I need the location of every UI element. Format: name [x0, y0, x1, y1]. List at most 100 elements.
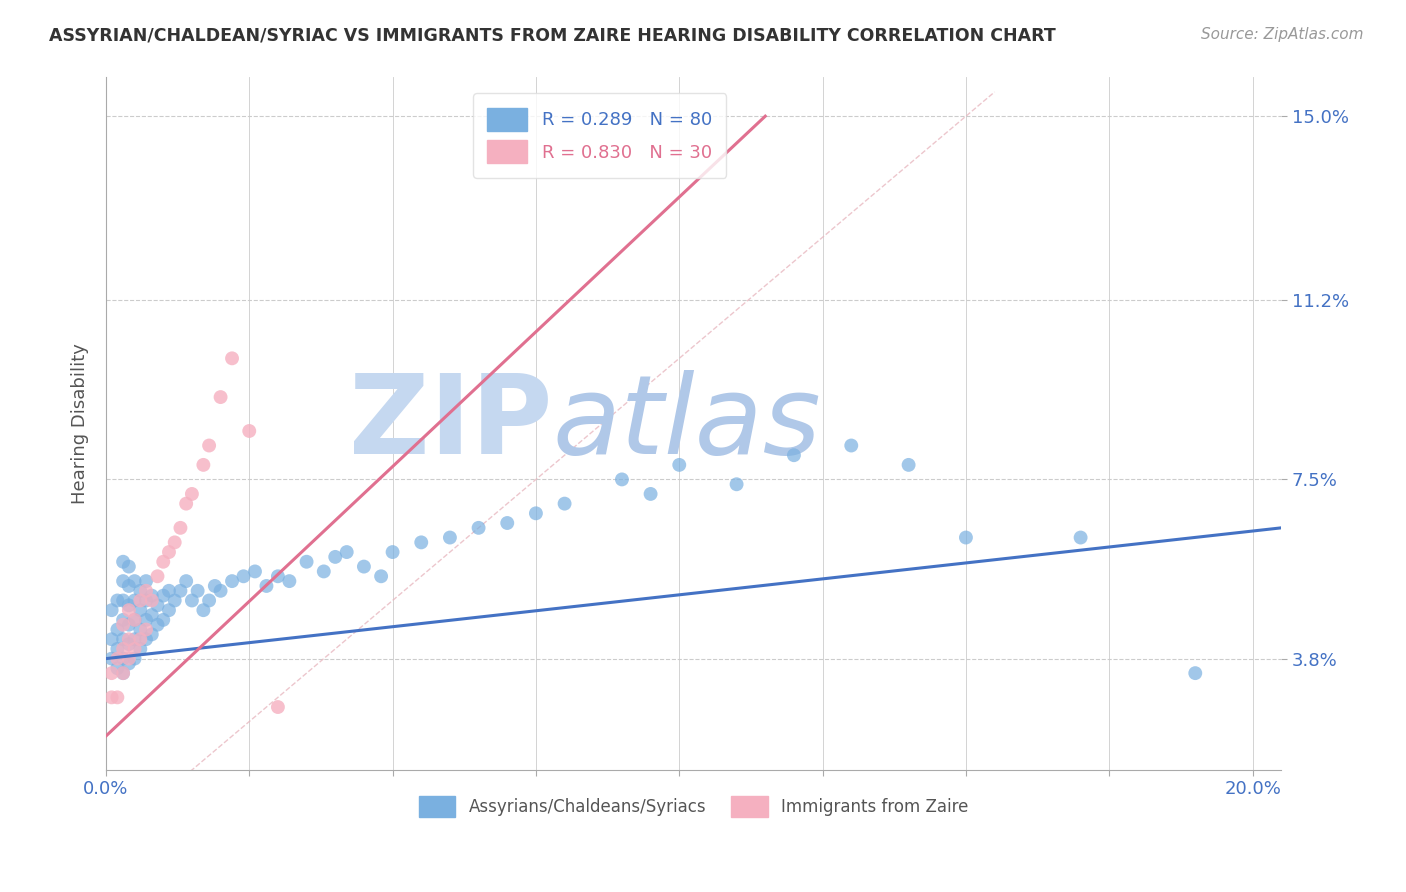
Point	[267, 569, 290, 583]
Point	[278, 574, 301, 588]
Point	[141, 627, 163, 641]
Point	[169, 521, 191, 535]
Point	[141, 589, 163, 603]
Point	[640, 487, 662, 501]
Point	[323, 549, 346, 564]
Point	[209, 583, 232, 598]
Point	[783, 448, 806, 462]
Point	[187, 583, 209, 598]
Point	[204, 579, 226, 593]
Point	[118, 617, 141, 632]
Point	[146, 599, 169, 613]
Point	[118, 637, 141, 651]
Point	[112, 593, 135, 607]
Point	[193, 603, 215, 617]
Point	[221, 574, 243, 588]
Point	[439, 531, 461, 545]
Point	[100, 690, 122, 705]
Point	[370, 569, 392, 583]
Point	[124, 641, 146, 656]
Point	[897, 458, 920, 472]
Point	[100, 666, 122, 681]
Point	[105, 690, 128, 705]
Point	[141, 593, 163, 607]
Point	[112, 666, 135, 681]
Point	[105, 641, 128, 656]
Point	[232, 569, 254, 583]
Point	[124, 574, 146, 588]
Point	[152, 613, 174, 627]
Point	[112, 574, 135, 588]
Point	[124, 613, 146, 627]
Point	[135, 613, 157, 627]
Point	[152, 555, 174, 569]
Point	[118, 632, 141, 647]
Point	[169, 583, 191, 598]
Text: ZIP: ZIP	[349, 370, 553, 477]
Point	[353, 559, 375, 574]
Point	[193, 458, 215, 472]
Point	[135, 632, 157, 647]
Point	[180, 487, 202, 501]
Point	[105, 593, 128, 607]
Point	[198, 438, 221, 452]
Point	[336, 545, 359, 559]
Point	[146, 569, 169, 583]
Point	[118, 657, 141, 671]
Point	[129, 641, 152, 656]
Point	[163, 593, 186, 607]
Point	[146, 617, 169, 632]
Point	[112, 651, 135, 665]
Point	[157, 583, 180, 598]
Point	[157, 603, 180, 617]
Point	[112, 641, 135, 656]
Point	[174, 574, 197, 588]
Point	[238, 424, 260, 438]
Point	[129, 593, 152, 607]
Point	[105, 651, 128, 665]
Point	[124, 593, 146, 607]
Point	[118, 559, 141, 574]
Point	[312, 565, 335, 579]
Point	[135, 583, 157, 598]
Point	[135, 574, 157, 588]
Point	[124, 651, 146, 665]
Point	[118, 579, 141, 593]
Point	[112, 555, 135, 569]
Point	[129, 583, 152, 598]
Point	[180, 593, 202, 607]
Point	[112, 613, 135, 627]
Text: atlas: atlas	[553, 370, 821, 477]
Point	[610, 472, 633, 486]
Point	[112, 632, 135, 647]
Legend: Assyrians/Chaldeans/Syriacs, Immigrants from Zaire: Assyrians/Chaldeans/Syriacs, Immigrants …	[412, 789, 976, 824]
Point	[267, 700, 290, 714]
Point	[524, 506, 547, 520]
Point	[243, 565, 266, 579]
Point	[135, 593, 157, 607]
Point	[105, 661, 128, 675]
Point	[209, 390, 232, 404]
Text: Source: ZipAtlas.com: Source: ZipAtlas.com	[1201, 27, 1364, 42]
Point	[725, 477, 748, 491]
Point	[256, 579, 278, 593]
Point	[157, 545, 180, 559]
Point	[105, 623, 128, 637]
Point	[118, 603, 141, 617]
Point	[118, 599, 141, 613]
Point	[163, 535, 186, 549]
Point	[118, 651, 141, 665]
Point	[554, 497, 576, 511]
Point	[124, 632, 146, 647]
Point	[141, 607, 163, 622]
Point	[1184, 666, 1206, 681]
Point	[152, 589, 174, 603]
Y-axis label: Hearing Disability: Hearing Disability	[72, 343, 89, 504]
Point	[221, 351, 243, 366]
Point	[100, 651, 122, 665]
Point	[198, 593, 221, 607]
Point	[112, 617, 135, 632]
Point	[100, 632, 122, 647]
Point	[381, 545, 404, 559]
Point	[295, 555, 318, 569]
